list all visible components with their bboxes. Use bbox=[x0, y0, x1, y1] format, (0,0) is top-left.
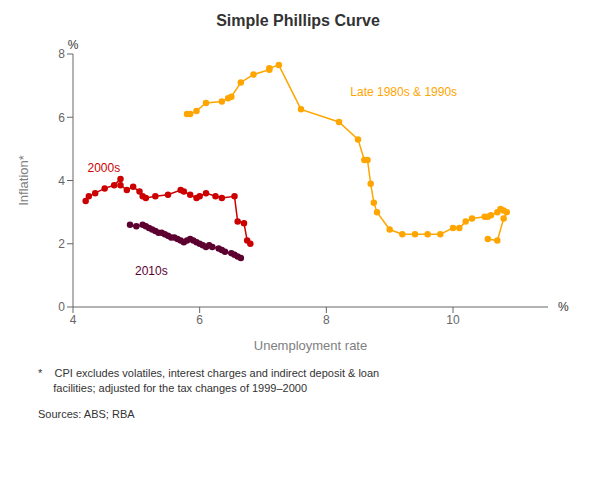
svg-text:%: % bbox=[68, 38, 79, 52]
svg-text:2010s: 2010s bbox=[135, 264, 168, 278]
html-text:Sources: ABS; RBA: Sources: ABS; RBA bbox=[38, 407, 135, 420]
svg-text:8: 8 bbox=[323, 313, 330, 327]
svg-text:%: % bbox=[558, 300, 569, 314]
svg-text:6: 6 bbox=[58, 111, 65, 125]
svg-text:8: 8 bbox=[58, 47, 65, 61]
svg-text:0: 0 bbox=[58, 300, 65, 314]
svg-text:2: 2 bbox=[58, 237, 65, 251]
html-text:Simple Phillips Curve: Simple Phillips Curve bbox=[216, 12, 380, 29]
html-text:* CPI excludes volatiles, inte: * CPI excludes volatiles, interest charg… bbox=[38, 367, 380, 395]
svg-text:4: 4 bbox=[70, 313, 77, 327]
svg-text:Late 1980s & 1990s: Late 1980s & 1990s bbox=[350, 85, 457, 99]
svg-text:4: 4 bbox=[58, 174, 65, 188]
svg-text:10: 10 bbox=[446, 313, 460, 327]
svg-text:6: 6 bbox=[196, 313, 203, 327]
svg-text:Inflation*: Inflation* bbox=[16, 155, 31, 206]
svg-text:Unemployment rate: Unemployment rate bbox=[254, 338, 367, 353]
svg-text:2000s: 2000s bbox=[88, 161, 121, 175]
